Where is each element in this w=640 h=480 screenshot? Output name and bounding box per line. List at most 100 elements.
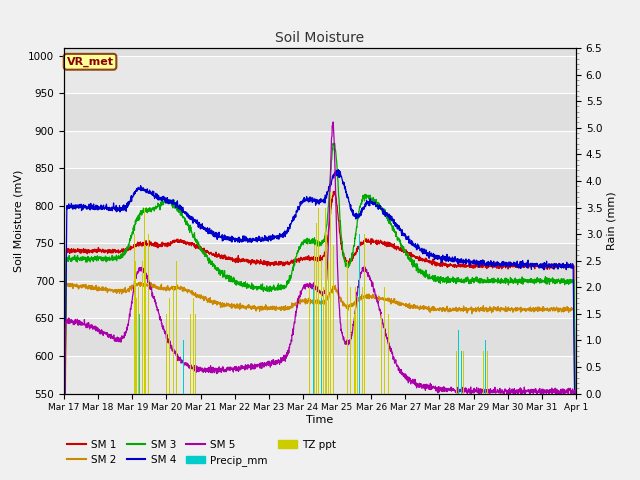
Bar [321,298,322,394]
SM 4 [335,167,342,173]
SM 4 [60,391,68,396]
SM 3 [541,279,549,285]
SM 4 [541,263,549,269]
SM 2 [468,308,476,313]
Bar [362,287,363,394]
Bar [321,261,322,394]
Bar [347,261,348,394]
SM 5 [541,389,549,395]
Bar [176,261,177,394]
SM 5 [203,367,211,372]
SM 3 [572,391,580,396]
Bar [183,340,184,394]
Bar [64,206,576,243]
Bar [64,18,576,56]
SM 3 [331,140,339,146]
Bar [309,287,310,394]
Bar [326,234,327,394]
SM 2 [346,302,354,308]
Bar [333,245,334,394]
Bar [64,168,576,206]
Bar [148,234,149,394]
Y-axis label: Soil Moisture (mV): Soil Moisture (mV) [14,169,24,272]
Bar [64,56,576,93]
Legend: SM 1, SM 2, SM 3, SM 4, SM 5, Precip_mm, TZ ppt: SM 1, SM 2, SM 3, SM 4, SM 5, Precip_mm,… [63,435,340,470]
Bar [142,261,143,394]
Bar [144,207,145,394]
SM 5 [335,293,342,299]
Bar [323,287,324,394]
SM 4 [527,260,535,266]
Bar [134,234,135,394]
SM 2 [60,391,68,396]
Bar [190,314,191,394]
Bar [458,330,459,394]
SM 4 [346,202,354,207]
SM 2 [203,298,211,303]
Line: SM 2: SM 2 [64,282,576,394]
Bar [487,351,488,394]
SM 3 [203,253,211,259]
SM 1 [60,391,68,396]
Bar [364,234,365,394]
SM 2 [541,306,549,312]
SM 3 [60,391,68,396]
SM 2 [335,290,342,296]
Bar [357,298,358,394]
SM 1 [335,217,342,223]
Bar [483,351,484,394]
SM 5 [330,119,337,125]
Bar [381,314,382,394]
Bar [359,276,360,394]
SM 5 [572,391,580,396]
Bar [64,281,576,318]
SM 2 [141,279,148,285]
SM 1 [330,189,338,194]
SM 3 [468,278,476,284]
Bar [193,298,194,394]
SM 1 [346,256,354,262]
SM 1 [203,248,211,253]
Bar [328,261,329,394]
X-axis label: Time: Time [307,415,333,425]
SM 5 [527,389,535,395]
SM 1 [468,264,476,270]
Bar [354,314,355,394]
Bar [145,245,147,394]
Bar [360,261,362,394]
Bar [463,351,464,394]
SM 5 [346,338,354,344]
Bar [64,318,576,356]
Bar [456,351,457,394]
SM 2 [572,391,580,396]
Bar [324,207,326,394]
Bar [136,298,137,394]
SM 4 [335,169,342,175]
Bar [314,245,316,394]
Bar [485,340,486,394]
SM 1 [541,263,549,269]
SM 1 [527,261,535,267]
Bar [195,314,196,394]
Y-axis label: Rain (mm): Rain (mm) [607,192,616,250]
Line: SM 4: SM 4 [64,170,576,394]
Bar [64,131,576,168]
Bar [313,287,314,394]
SM 3 [346,262,354,268]
SM 4 [203,226,211,232]
SM 3 [335,193,342,199]
SM 5 [60,391,68,396]
Line: SM 5: SM 5 [64,122,576,394]
Bar [330,192,331,394]
Bar [316,224,317,394]
Bar [64,243,576,281]
Bar [166,314,167,394]
SM 4 [572,391,580,396]
Bar [318,207,319,394]
SM 1 [572,391,580,396]
SM 4 [468,259,476,264]
Bar [64,356,576,394]
Bar [350,287,351,394]
Bar [359,234,360,394]
Bar [355,287,356,394]
